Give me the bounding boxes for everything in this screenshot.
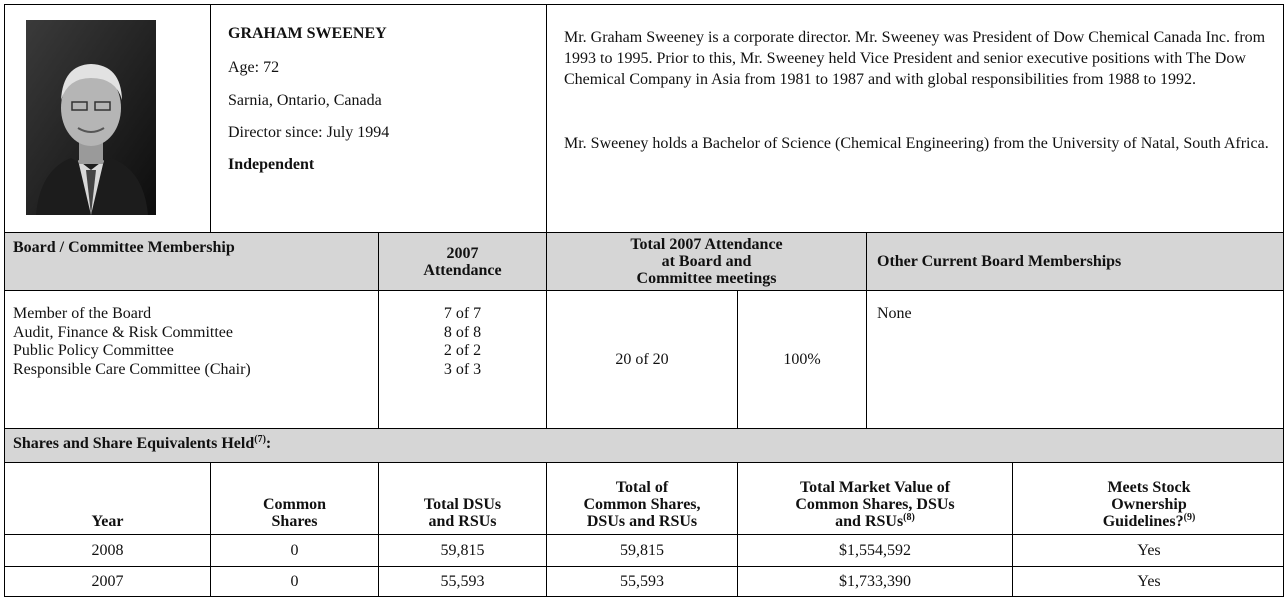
header-cell: Other Current Board Memberships bbox=[867, 233, 1284, 291]
column-header-text: Ownership bbox=[1111, 496, 1187, 513]
table-cell: 55,593 bbox=[547, 567, 738, 597]
table-cell: Yes bbox=[1013, 567, 1284, 597]
footnote-ref: (7) bbox=[254, 434, 266, 445]
age: Age: 72 bbox=[228, 59, 279, 77]
table-cell: 0 bbox=[211, 535, 379, 567]
attendance: 8 of 8 bbox=[379, 324, 546, 343]
status: Independent bbox=[228, 156, 314, 174]
committee: Responsible Care Committee (Chair) bbox=[13, 361, 378, 380]
committee-cell: Member of the Board Audit, Finance & Ris… bbox=[5, 291, 379, 429]
attendance: 2 of 2 bbox=[379, 342, 546, 361]
column-header-text: Total DSUs bbox=[424, 496, 501, 513]
table-cell: 2008 bbox=[5, 535, 211, 567]
table-cell: $1,733,390 bbox=[738, 567, 1013, 597]
shares-title: Shares and Share Equivalents Held bbox=[13, 435, 254, 452]
attendance-percent-cell: 100% bbox=[738, 291, 867, 429]
committee: Public Policy Committee bbox=[13, 342, 378, 361]
location: Sarnia, Ontario, Canada bbox=[228, 92, 382, 110]
table-cell: 0 bbox=[211, 567, 379, 597]
page: html,body{margin:0;padding:0;background:… bbox=[0, 0, 1287, 598]
portrait bbox=[26, 20, 156, 215]
photo-cell bbox=[5, 5, 211, 233]
column-header: Year bbox=[5, 463, 211, 535]
column-header-text: and RSUs bbox=[428, 513, 496, 530]
attendance: 3 of 3 bbox=[379, 361, 546, 380]
header-text: Other Current Board Memberships bbox=[877, 253, 1121, 271]
footnote-ref: (9) bbox=[1184, 512, 1196, 523]
header-text: Attendance bbox=[423, 262, 501, 279]
shares-title-suffix: : bbox=[266, 435, 271, 452]
director-since: Director since: July 1994 bbox=[228, 124, 389, 142]
column-header-text: Common Shares, DSUs bbox=[795, 496, 954, 513]
attendance-percent: 100% bbox=[783, 351, 820, 369]
director-profile: GRAHAM SWEENEY Age: 72 Sarnia, Ontario, … bbox=[4, 4, 1284, 597]
column-header-text: Guidelines? bbox=[1103, 513, 1184, 530]
column-header-text: Total Market Value of bbox=[800, 479, 950, 496]
identity-cell: GRAHAM SWEENEY Age: 72 Sarnia, Ontario, … bbox=[211, 5, 547, 233]
footnote-ref: (8) bbox=[903, 512, 915, 523]
page-body: GRAHAM SWEENEY Age: 72 Sarnia, Ontario, … bbox=[0, 0, 1287, 598]
biography-cell: Mr. Graham Sweeney is a corporate direct… bbox=[547, 5, 1284, 233]
committee: Member of the Board bbox=[13, 305, 378, 324]
committee: Audit, Finance & Risk Committee bbox=[13, 324, 378, 343]
table-cell: 59,815 bbox=[379, 535, 547, 567]
table-cell: Yes bbox=[1013, 535, 1284, 567]
header-text: Committee meetings bbox=[637, 270, 777, 287]
table-cell: 2007 bbox=[5, 567, 211, 597]
attendance-cell: 7 of 7 8 of 8 2 of 2 3 of 3 bbox=[379, 291, 547, 429]
header-text: Board / Committee Membership bbox=[13, 239, 235, 256]
column-header-text: Shares bbox=[272, 513, 318, 530]
attendance: 7 of 7 bbox=[379, 305, 546, 324]
bio-paragraph: Mr. Sweeney holds a Bachelor of Science … bbox=[564, 133, 1274, 154]
director-name: GRAHAM SWEENEY bbox=[228, 25, 387, 43]
total-attendance-cell: 20 of 20 bbox=[547, 291, 738, 429]
other-boards-cell: None bbox=[867, 291, 1284, 429]
table-cell: 55,593 bbox=[379, 567, 547, 597]
header-cell: Board / Committee Membership bbox=[5, 233, 379, 291]
column-header-text: Meets Stock bbox=[1107, 479, 1190, 496]
table-cell: 59,815 bbox=[547, 535, 738, 567]
column-header-text: Common Shares, bbox=[583, 496, 700, 513]
shares-title-cell: Shares and Share Equivalents Held(7): bbox=[5, 429, 1284, 463]
header-text: at Board and bbox=[662, 253, 752, 270]
header-text: Total 2007 Attendance bbox=[630, 236, 782, 253]
column-header-text: Total of bbox=[616, 479, 668, 496]
bio-paragraph: Mr. Graham Sweeney is a corporate direct… bbox=[564, 27, 1274, 90]
column-header-text: DSUs and RSUs bbox=[587, 513, 697, 530]
column-header-text: Year bbox=[92, 513, 124, 530]
total-attendance: 20 of 20 bbox=[615, 351, 668, 369]
table-cell: $1,554,592 bbox=[738, 535, 1013, 567]
column-header-text: and RSUs bbox=[835, 513, 903, 530]
header-text: 2007 bbox=[447, 245, 479, 262]
column-header-text: Common bbox=[263, 496, 326, 513]
other-boards: None bbox=[877, 305, 912, 322]
